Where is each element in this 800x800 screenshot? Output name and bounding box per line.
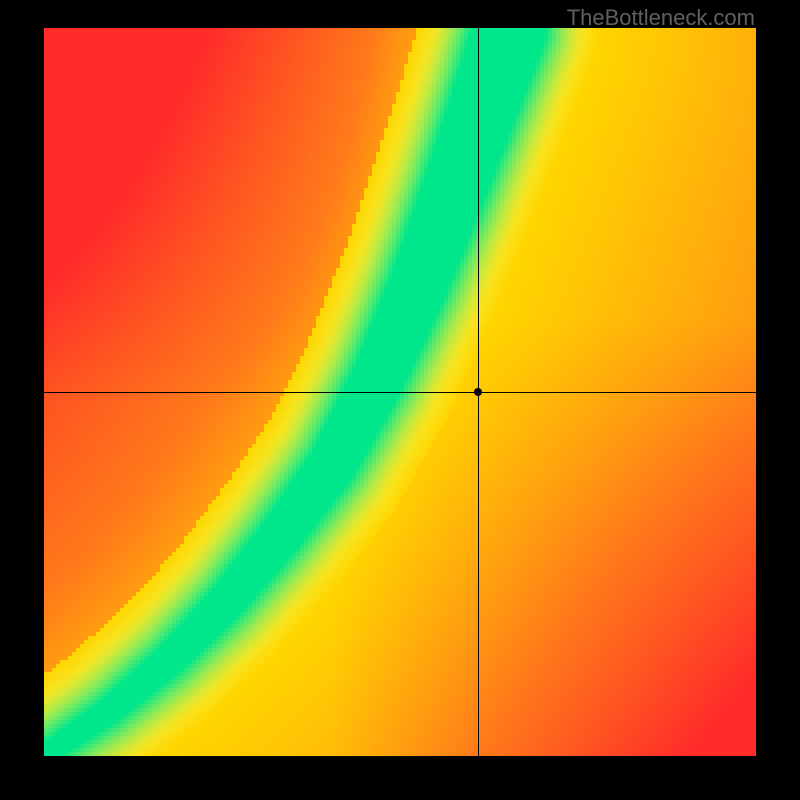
crosshair-dot <box>474 388 482 396</box>
watermark-text: TheBottleneck.com <box>567 5 755 31</box>
crosshair-horizontal-line <box>44 392 756 393</box>
